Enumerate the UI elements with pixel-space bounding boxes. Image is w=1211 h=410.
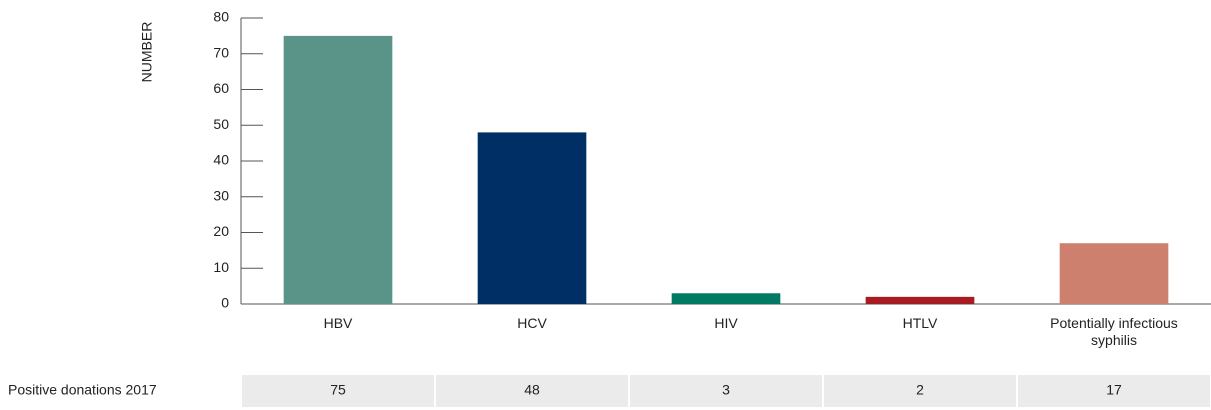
y-tick-label: 20	[213, 223, 229, 239]
table-cell	[1018, 375, 1210, 407]
y-axis-title: NUMBER	[139, 22, 155, 83]
table-row-label: Positive donations 2017	[8, 382, 157, 398]
y-tick-label: 0	[221, 295, 229, 311]
y-tick-label: 60	[213, 80, 229, 96]
table-value: 3	[722, 382, 730, 398]
x-tick-label: Potentially infectious syphilis	[1050, 315, 1178, 348]
table-cell	[824, 375, 1016, 407]
y-tick-label: 10	[213, 259, 229, 275]
table-cell	[436, 375, 628, 407]
bar	[1059, 243, 1169, 304]
x-tick-label: HTLV	[902, 315, 938, 331]
bar	[283, 35, 393, 304]
table-value: 48	[524, 382, 540, 398]
table-value: 17	[1106, 382, 1122, 398]
y-tick-label: 40	[213, 152, 229, 168]
x-tick-label: HIV	[714, 315, 738, 331]
y-tick-label: 80	[213, 9, 229, 25]
table-value: 75	[330, 382, 346, 398]
y-tick-label: 50	[213, 116, 229, 132]
bar	[865, 296, 975, 304]
table-cell	[242, 375, 434, 407]
y-tick-label: 30	[213, 187, 229, 203]
x-tick-label: HBV	[323, 315, 353, 331]
table-value: 2	[916, 382, 924, 398]
bar	[477, 132, 587, 304]
y-tick-label: 70	[213, 44, 229, 60]
bar	[671, 293, 781, 304]
x-tick-label: HCV	[517, 315, 547, 331]
table-cell	[630, 375, 822, 407]
